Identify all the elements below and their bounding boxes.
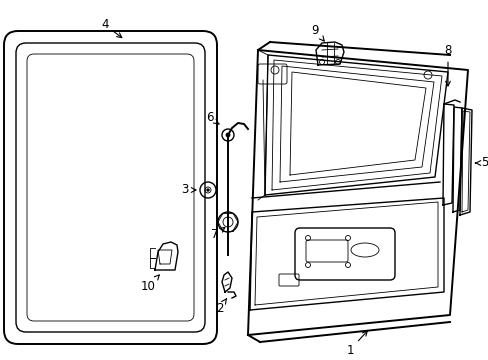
- Text: 3: 3: [181, 184, 196, 197]
- Text: 1: 1: [346, 331, 366, 356]
- Text: 5: 5: [475, 157, 488, 170]
- Text: 10: 10: [140, 275, 159, 293]
- Text: 9: 9: [311, 23, 324, 41]
- Text: 6: 6: [206, 112, 219, 125]
- Text: 4: 4: [101, 18, 122, 37]
- Circle shape: [206, 189, 208, 191]
- Text: 8: 8: [444, 44, 451, 86]
- Circle shape: [225, 133, 229, 137]
- Text: 7: 7: [211, 228, 224, 242]
- Text: 2: 2: [216, 298, 226, 315]
